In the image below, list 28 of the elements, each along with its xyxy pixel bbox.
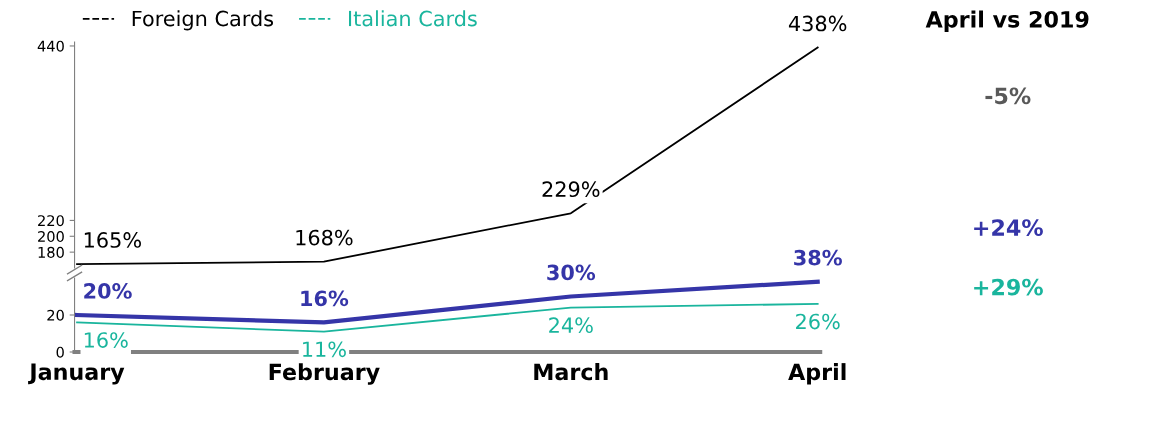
y-tick-label: 200 — [38, 231, 64, 243]
x-tick-label: April — [788, 363, 846, 385]
data-label: 16% — [84, 332, 128, 348]
data-label: 165% — [84, 232, 141, 248]
x-tick-label: February — [269, 363, 380, 385]
text: +29% — [974, 278, 1043, 296]
data-label: 438% — [788, 15, 847, 32]
data-label: 38% — [794, 249, 842, 266]
legend-label: Foreign Cards — [132, 10, 274, 31]
y-tick-label: 180 — [38, 246, 64, 258]
y-tick-label: 20 — [47, 309, 64, 321]
data-label: 16% — [301, 290, 349, 307]
data-label: 11% — [303, 341, 346, 358]
text: +24% — [974, 219, 1043, 236]
text: April vs 2019 — [925, 10, 1089, 32]
y-tick-label: 0 — [56, 346, 64, 358]
data-label: 24% — [549, 317, 593, 334]
data-label: 168% — [296, 229, 353, 246]
legend-label: Italian Cards — [349, 10, 477, 27]
text: -5% — [985, 87, 1031, 105]
y-tick-label: 220 — [38, 215, 64, 227]
data-label: 20% — [84, 283, 132, 299]
data-label: 30% — [547, 264, 596, 281]
y-tick-label: 440 — [37, 40, 64, 52]
data-label: 229% — [542, 181, 600, 198]
data-label: 26% — [796, 313, 840, 330]
x-tick-label: March — [534, 363, 608, 381]
x-tick-label: January — [28, 363, 125, 385]
